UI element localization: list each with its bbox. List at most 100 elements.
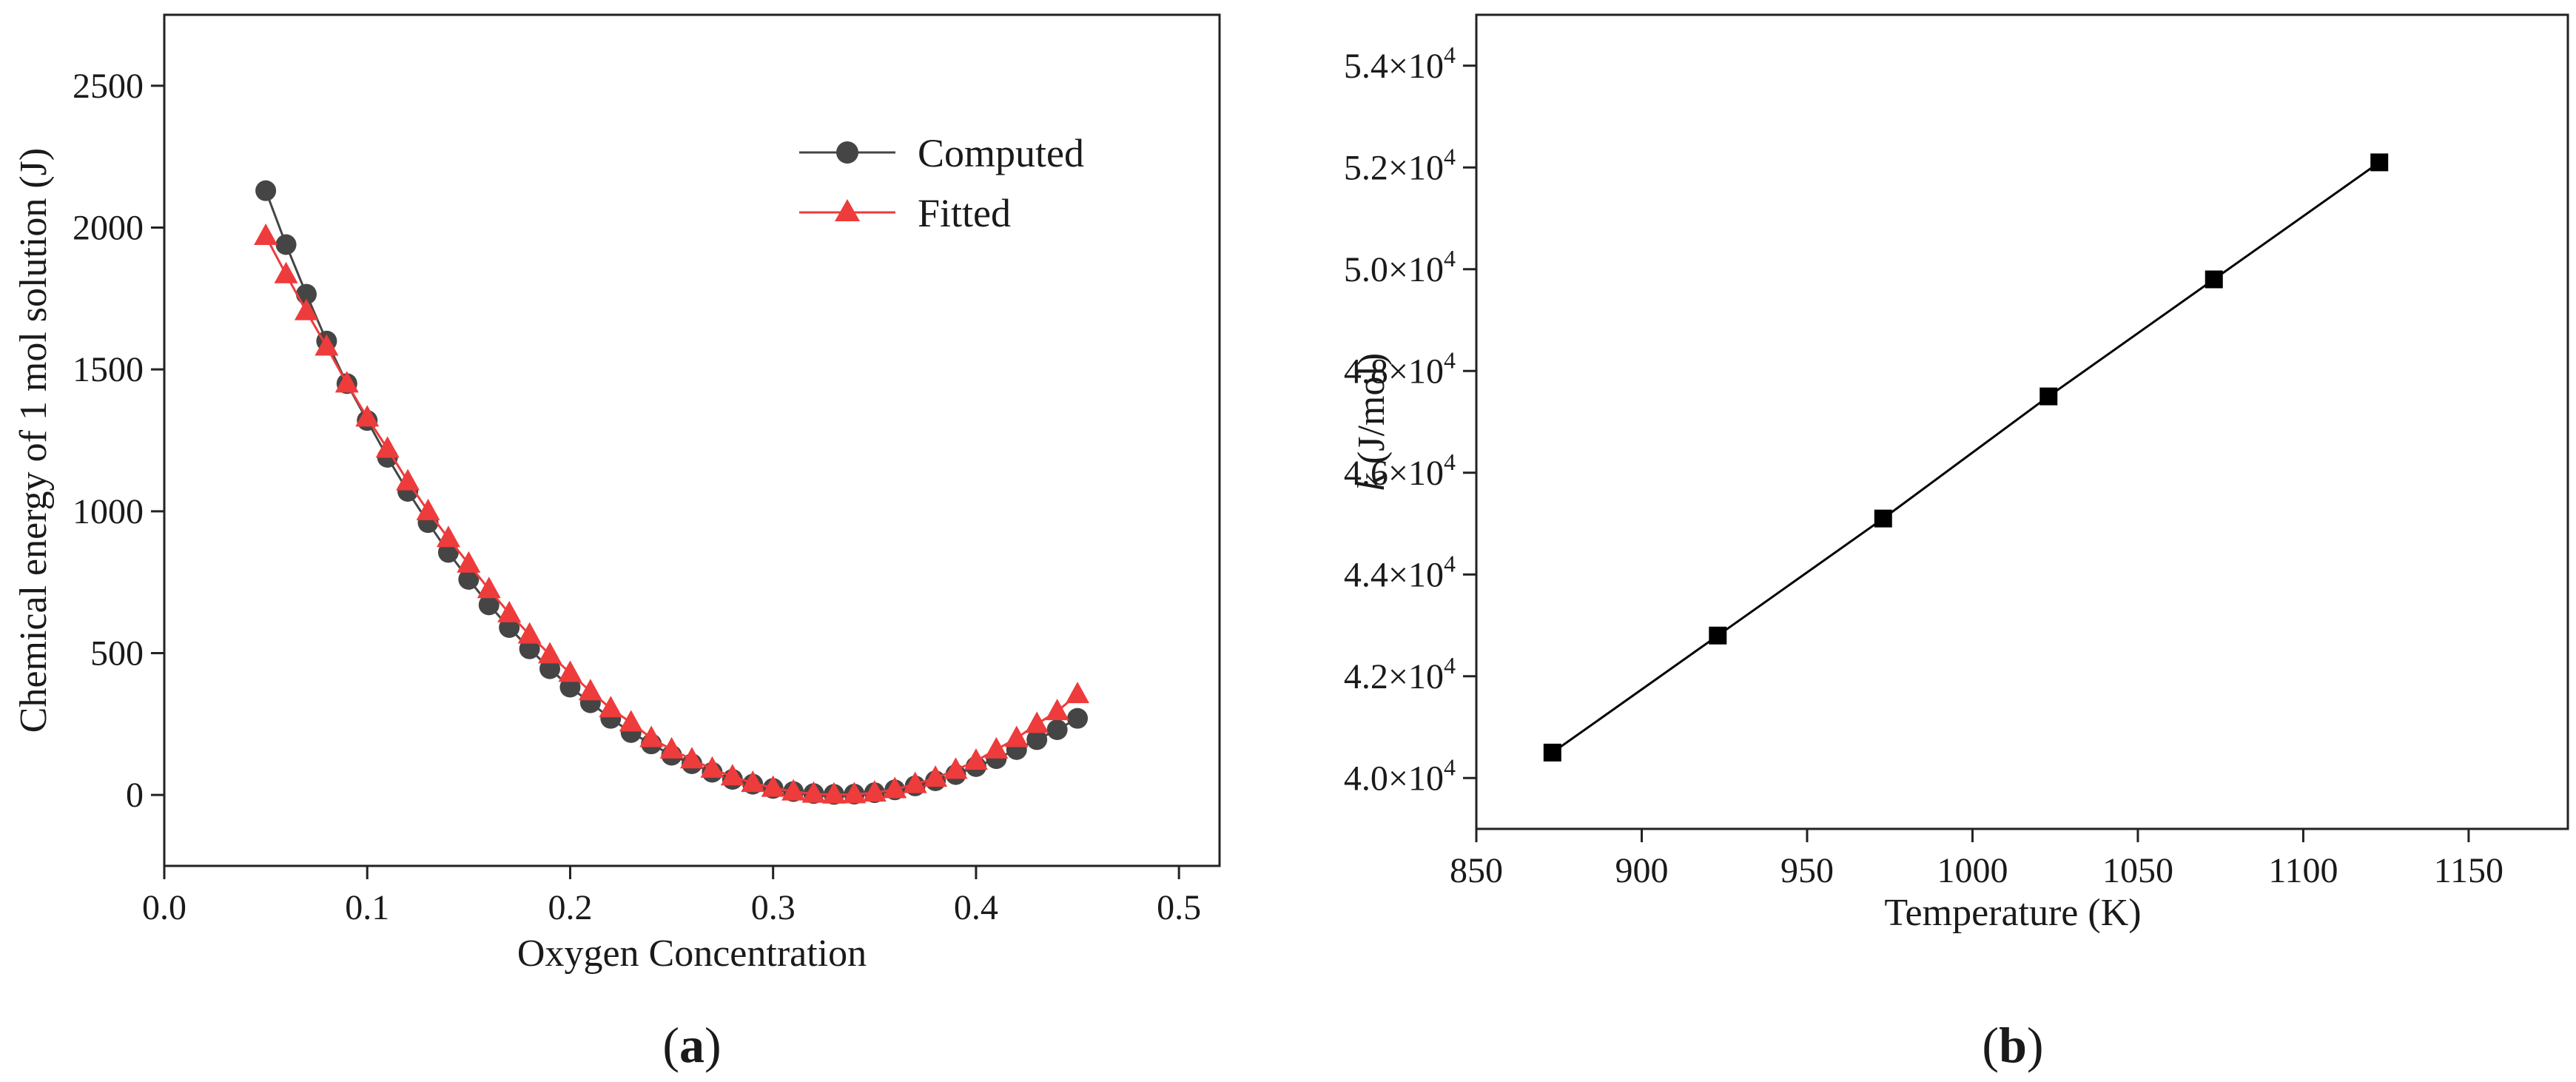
- y-tick-label-a: 0: [126, 776, 144, 815]
- point-fitted: [477, 577, 501, 599]
- point-computed: [1046, 719, 1068, 740]
- y-tick-mantissa-b: 4.0×10: [1344, 759, 1444, 798]
- point-computed: [559, 676, 581, 698]
- panel-label-b: (b): [1982, 1017, 2043, 1073]
- y-axis-label-b: k (J/mol): [1351, 353, 1393, 491]
- point-computed: [478, 594, 500, 616]
- point-fitted: [538, 642, 562, 664]
- point-k: [1543, 743, 1561, 762]
- y-tick-exponent-b: 4: [1444, 550, 1456, 577]
- y-tick-exponent-b: 4: [1444, 753, 1456, 780]
- y-tick-mantissa-b: 5.0×10: [1344, 250, 1444, 289]
- point-fitted: [315, 334, 339, 356]
- point-fitted: [375, 436, 400, 458]
- y-tick-exponent-b: 4: [1444, 143, 1456, 169]
- legend-marker-computed: [836, 141, 858, 164]
- y-tick-exponent-b: 4: [1444, 448, 1456, 475]
- y-tick-mantissa-b: 4.4×10: [1344, 555, 1444, 594]
- y-tick-exponent-b: 4: [1444, 41, 1456, 68]
- point-fitted: [396, 468, 420, 491]
- y-tick-label-a: 2500: [73, 67, 144, 106]
- y-tick-label-b: 4.6×104: [1344, 448, 1456, 493]
- series-fitted: [254, 224, 1090, 804]
- point-fitted: [741, 770, 765, 793]
- point-fitted: [700, 756, 724, 778]
- point-computed: [1026, 729, 1048, 750]
- point-k: [2205, 270, 2223, 289]
- x-axis-ticks-b: 850 900 950 1000 1050 1100 1150: [1450, 829, 2503, 890]
- y-tick-label-b: 4.4×104: [1344, 550, 1456, 594]
- series-k: [1543, 153, 2389, 762]
- point-fitted: [984, 736, 1009, 759]
- point-fitted: [558, 660, 582, 682]
- panel-b: 850 900 950 1000 1050 1100 1150 4.0×1044.2×104…: [1344, 13, 2569, 1073]
- panel-a: 0.0 0.1 0.2 0.3 0.4 0.5 05001000150020002500 …: [13, 13, 1221, 1073]
- y-tick-exponent-b: 4: [1444, 346, 1456, 373]
- y-axis-label-b-symbol: k: [1351, 473, 1393, 491]
- point-fitted: [517, 622, 542, 644]
- x-tick-label-b: 1050: [2102, 851, 2173, 890]
- point-computed: [295, 283, 317, 305]
- point-computed: [539, 658, 561, 679]
- point-fitted: [862, 780, 887, 802]
- series-group-b: [1543, 153, 2389, 762]
- point-fitted: [1066, 682, 1090, 704]
- point-k: [1874, 509, 1892, 528]
- x-tick-label-a: 0.5: [1157, 888, 1201, 927]
- x-tick-label-b: 1100: [2268, 851, 2338, 890]
- x-axis-label-b: Temperature (K): [1884, 892, 2141, 934]
- y-tick-label-b: 4.8×104: [1344, 346, 1456, 391]
- point-fitted: [436, 525, 460, 548]
- y-tick-mantissa-b: 5.2×10: [1344, 148, 1444, 187]
- point-fitted: [821, 782, 846, 804]
- point-fitted: [599, 696, 623, 718]
- point-computed: [499, 617, 520, 638]
- legend-label-computed: Computed: [918, 131, 1084, 175]
- point-computed: [255, 180, 277, 201]
- x-tick-label-a: 0.4: [954, 888, 998, 927]
- point-fitted: [883, 776, 907, 799]
- plot-frame-a: [163, 13, 1221, 867]
- y-tick-label-a: 1500: [73, 350, 144, 389]
- point-fitted: [659, 736, 684, 759]
- point-fitted: [294, 298, 318, 320]
- point-fitted: [801, 781, 826, 803]
- y-tick-label-b: 5.2×104: [1344, 143, 1456, 187]
- y-tick-label-a: 2000: [73, 209, 144, 248]
- point-fitted: [720, 764, 744, 786]
- point-fitted: [1045, 699, 1069, 721]
- y-tick-label-b: 5.0×104: [1344, 245, 1456, 289]
- panel-label-a: (a): [662, 1017, 721, 1073]
- point-computed: [1067, 708, 1089, 729]
- x-tick-label-b: 900: [1615, 851, 1668, 890]
- point-fitted: [761, 775, 785, 797]
- y-axis-ticks-a: 0 500 1000 1500 2000 2500: [73, 67, 164, 815]
- y-tick-mantissa-b: 4.8×10: [1344, 352, 1444, 391]
- x-tick-label-a: 0.3: [751, 888, 796, 927]
- point-fitted: [842, 782, 867, 804]
- x-tick-label-b: 850: [1450, 851, 1503, 890]
- point-computed: [458, 568, 480, 590]
- series-group-a: [254, 180, 1090, 805]
- y-axis-ticks-b: 4.0×1044.2×1044.4×1044.6×1044.8×1045.0×1…: [1344, 41, 1476, 798]
- point-fitted: [680, 747, 704, 769]
- point-k: [2039, 387, 2058, 406]
- point-fitted: [964, 748, 988, 770]
- point-fitted: [1025, 711, 1049, 733]
- y-axis-label-b-unit: (J/mol): [1351, 353, 1393, 474]
- point-computed: [437, 542, 459, 563]
- series-line-k: [1551, 161, 2381, 754]
- point-fitted: [639, 725, 664, 747]
- y-tick-label-a: 500: [90, 634, 144, 673]
- series-line-fitted: [264, 235, 1078, 796]
- legend-a: Computed Fitted: [799, 131, 1084, 235]
- point-computed: [519, 638, 540, 659]
- y-tick-exponent-b: 4: [1444, 245, 1456, 272]
- point-fitted: [416, 498, 440, 520]
- point-fitted: [497, 600, 522, 622]
- x-tick-label-b: 1150: [2434, 851, 2503, 890]
- x-tick-label-a: 0.2: [548, 888, 592, 927]
- legend-marker-fitted: [835, 199, 860, 221]
- point-fitted: [903, 771, 927, 793]
- y-tick-label-b: 4.0×104: [1344, 753, 1456, 798]
